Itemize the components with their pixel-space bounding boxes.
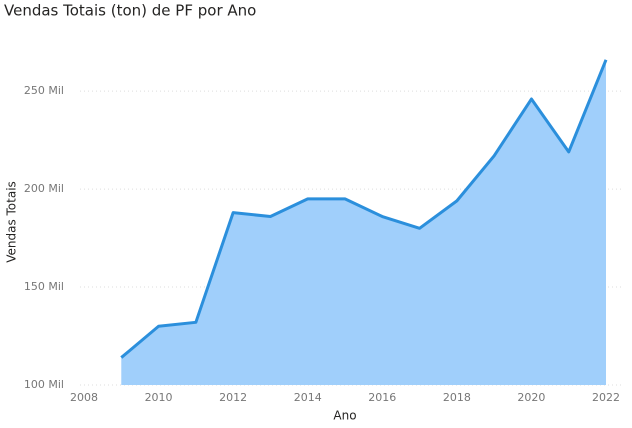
x-tick-label: 2018 bbox=[443, 391, 471, 404]
y-tick-label: 150 Mil bbox=[24, 280, 64, 293]
area bbox=[121, 59, 607, 385]
y-axis-label: Vendas Totais bbox=[5, 181, 19, 263]
x-axis-label: Ano bbox=[333, 409, 356, 423]
line bbox=[120, 59, 608, 359]
x-tick-label: 2016 bbox=[368, 391, 396, 404]
y-tick-label: 200 Mil bbox=[24, 182, 64, 195]
x-tick-label: 2014 bbox=[294, 391, 322, 404]
y-tick-label: 100 Mil bbox=[24, 378, 64, 391]
x-tick-label: 2010 bbox=[145, 391, 173, 404]
chart-title: Vendas Totais (ton) de PF por Ano bbox=[4, 2, 256, 20]
x-tick-label: 2008 bbox=[70, 391, 98, 404]
y-tick-label: 250 Mil bbox=[24, 84, 64, 97]
x-tick-label: 2012 bbox=[219, 391, 247, 404]
x-tick-label: 2020 bbox=[517, 391, 545, 404]
x-tick-label: 2022 bbox=[592, 391, 620, 404]
